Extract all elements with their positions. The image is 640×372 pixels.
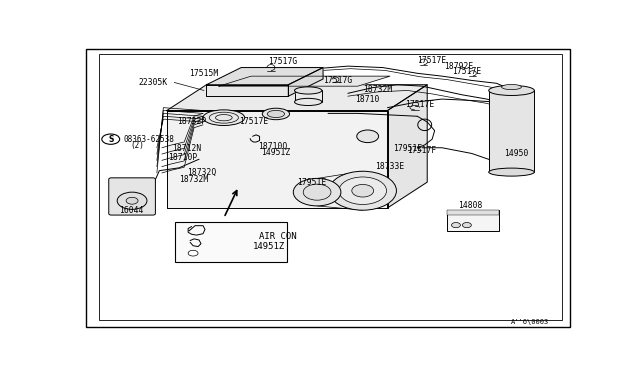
Text: 18733E: 18733E [375, 162, 404, 171]
Ellipse shape [489, 168, 534, 176]
Text: 17517E: 17517E [239, 118, 268, 126]
Ellipse shape [203, 110, 244, 125]
Circle shape [339, 177, 387, 205]
Text: 18732P: 18732P [177, 118, 206, 126]
Text: 18732Q: 18732Q [187, 168, 216, 177]
Ellipse shape [268, 110, 285, 118]
Circle shape [188, 250, 198, 256]
Text: 17517E: 17517E [417, 56, 447, 65]
Text: 18710P: 18710P [168, 153, 198, 162]
Circle shape [117, 192, 147, 209]
Text: 14808: 14808 [458, 201, 483, 210]
Bar [447, 210, 499, 231]
Text: 08363-62538: 08363-62538 [124, 135, 175, 144]
Circle shape [463, 222, 471, 228]
Circle shape [303, 184, 331, 200]
Text: AIR CON: AIR CON [259, 232, 296, 241]
Text: 18792E: 18792E [445, 62, 474, 71]
Ellipse shape [294, 98, 322, 106]
Text: 16044: 16044 [118, 206, 143, 215]
Text: 17517F: 17517F [408, 146, 436, 155]
Ellipse shape [294, 87, 322, 94]
Ellipse shape [502, 84, 522, 90]
Text: 18710: 18710 [355, 94, 380, 103]
Text: 17517E: 17517E [452, 67, 481, 76]
Text: A''6\0003: A''6\0003 [511, 319, 548, 325]
Text: 14950: 14950 [504, 149, 529, 158]
Circle shape [126, 197, 138, 204]
Polygon shape [207, 85, 288, 96]
Ellipse shape [489, 86, 534, 96]
Text: (2): (2) [131, 141, 145, 150]
Circle shape [356, 130, 379, 142]
Text: 18710Q: 18710Q [259, 142, 288, 151]
Circle shape [352, 185, 374, 197]
Bar [175, 222, 287, 262]
Bar [447, 210, 499, 215]
Text: 14951Z: 14951Z [261, 148, 291, 157]
Bar [489, 90, 534, 172]
Polygon shape [167, 85, 428, 110]
Text: 17951E: 17951E [297, 178, 326, 187]
Polygon shape [288, 68, 323, 96]
Text: 17517G: 17517G [269, 57, 298, 66]
Circle shape [293, 179, 341, 206]
Text: 22305K: 22305K [138, 78, 168, 87]
Text: 18732M: 18732M [179, 175, 209, 184]
Polygon shape [207, 68, 323, 85]
Polygon shape [219, 76, 390, 86]
Text: 17515M: 17515M [189, 69, 218, 78]
Text: 17517G: 17517G [323, 76, 352, 85]
Ellipse shape [262, 108, 289, 120]
Circle shape [102, 134, 120, 144]
Text: S: S [108, 135, 113, 144]
Polygon shape [388, 85, 428, 208]
Polygon shape [167, 110, 388, 208]
Text: 17951E: 17951E [394, 144, 423, 153]
FancyBboxPatch shape [109, 178, 156, 215]
Text: 14951Z: 14951Z [253, 242, 285, 251]
Text: 18712N: 18712N [172, 144, 201, 153]
Circle shape [329, 171, 396, 210]
Text: 17517E: 17517E [405, 100, 434, 109]
Circle shape [451, 222, 460, 228]
Text: 18732M: 18732M [363, 84, 392, 93]
